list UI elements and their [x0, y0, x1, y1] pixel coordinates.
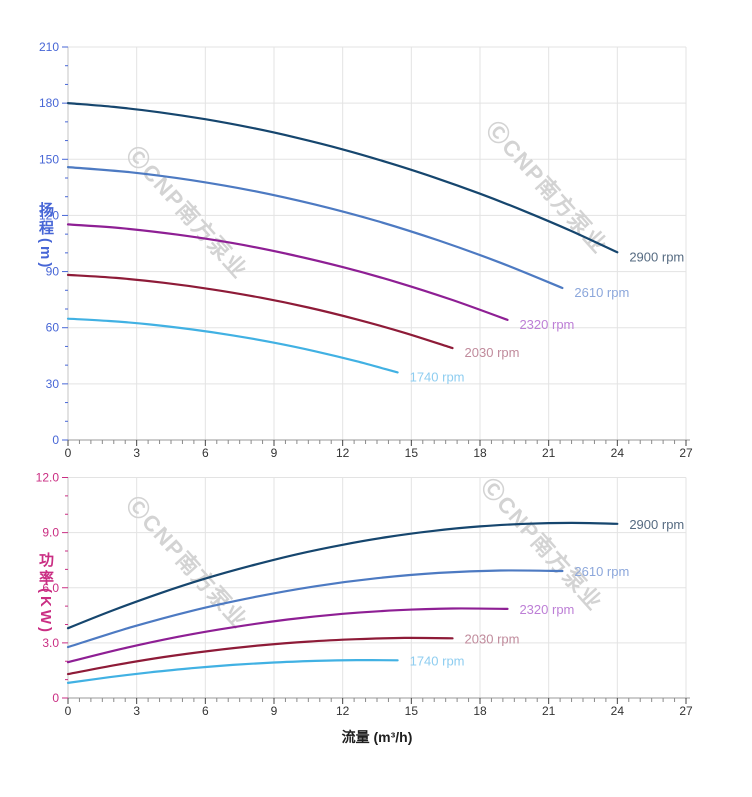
flow-tick-label: 18 — [473, 704, 487, 718]
flow-tick-label: 27 — [679, 446, 693, 460]
series-label-2030-rpm: 2030 rpm — [465, 345, 520, 360]
series-label-2900-rpm: 2900 rpm — [629, 517, 684, 532]
curve-power-vs-flow-2610-rpm — [66, 569, 564, 649]
curve-head-vs-flow-2030-rpm — [66, 273, 454, 350]
flow-tick-label: 15 — [405, 446, 419, 460]
flow-tick-label: 9 — [271, 446, 278, 460]
curve-power-vs-flow-2900-rpm — [66, 521, 619, 630]
flow-tick-label: 6 — [202, 446, 209, 460]
flow-axis-title: 流量 (m³/h) — [341, 729, 413, 745]
y-tick-label: 12.0 — [36, 471, 60, 485]
flow-tick-label: 0 — [65, 446, 72, 460]
y-tick-label: 90 — [46, 265, 60, 279]
y-tick-label: 6.0 — [42, 581, 59, 595]
watermark-text: ⒸCNP南方泵业 — [476, 474, 607, 616]
y-tick-label: 60 — [46, 321, 60, 335]
flow-tick-label: 12 — [336, 446, 350, 460]
flow-tick-label: 18 — [473, 446, 487, 460]
curve-head-vs-flow-2900-rpm — [66, 102, 619, 254]
curve-power-vs-flow-2320-rpm — [66, 607, 509, 664]
series-label-2610-rpm: 2610 rpm — [574, 564, 629, 579]
y-tick-label: 0 — [52, 433, 59, 447]
curve-head-vs-flow-1740-rpm — [66, 317, 399, 374]
series-label-1740-rpm: 1740 rpm — [410, 369, 465, 384]
flow-tick-label: 9 — [271, 704, 278, 718]
y-tick-label: 0 — [52, 691, 59, 705]
series-label-1740-rpm: 1740 rpm — [410, 653, 465, 668]
y-tick-label: 120 — [39, 208, 59, 222]
series-label-2030-rpm: 2030 rpm — [465, 631, 520, 646]
flow-tick-label: 3 — [133, 704, 140, 718]
series-label-2900-rpm: 2900 rpm — [629, 249, 684, 264]
curve-head-vs-flow-2610-rpm — [66, 166, 564, 290]
flow-tick-label: 21 — [542, 704, 556, 718]
flow-tick-label: 24 — [611, 704, 625, 718]
watermark-text: ⒸCNP南方泵业 — [481, 117, 612, 259]
y-tick-label: 210 — [39, 40, 59, 54]
series-label-2610-rpm: 2610 rpm — [574, 285, 629, 300]
curve-head-vs-flow-2320-rpm — [66, 223, 509, 321]
watermark-text: ⒸCNP南方泵业 — [121, 142, 252, 284]
y-tick-label: 3.0 — [42, 636, 59, 650]
y-tick-label: 9.0 — [42, 526, 59, 540]
flow-tick-label: 21 — [542, 446, 556, 460]
flow-tick-label: 27 — [679, 704, 693, 718]
curve-power-vs-flow-2030-rpm — [66, 636, 454, 676]
y-tick-label: 180 — [39, 96, 59, 110]
curve-power-vs-flow-1740-rpm — [66, 658, 399, 684]
flow-tick-label: 12 — [336, 704, 350, 718]
series-label-2320-rpm: 2320 rpm — [519, 317, 574, 332]
series-label-2320-rpm: 2320 rpm — [519, 602, 574, 617]
flow-tick-label: 24 — [611, 446, 625, 460]
power-axis-title: 功率(KW) — [37, 552, 54, 635]
y-tick-label: 30 — [46, 377, 60, 391]
flow-tick-label: 6 — [202, 704, 209, 718]
flow-tick-label: 3 — [133, 446, 140, 460]
flow-tick-label: 15 — [405, 704, 419, 718]
y-tick-label: 150 — [39, 152, 59, 166]
head-axis-title: 扬程(m) — [37, 202, 54, 271]
flow-tick-label: 0 — [65, 704, 72, 718]
